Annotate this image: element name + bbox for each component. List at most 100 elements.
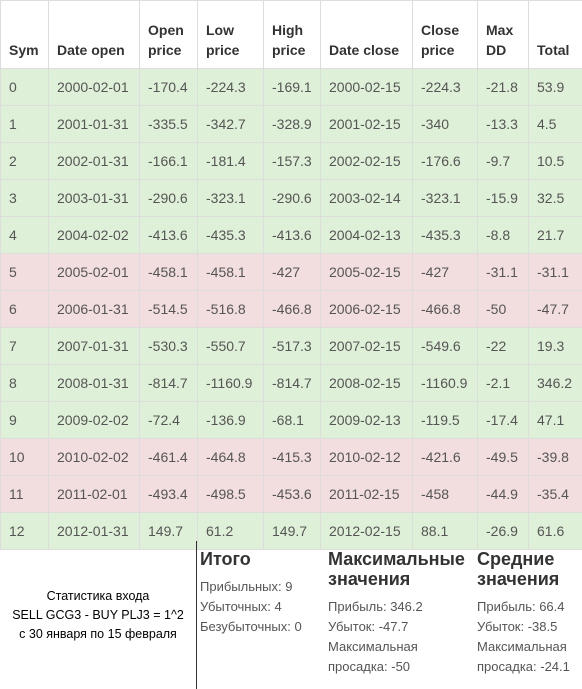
cell-open-price: -72.4 (139, 401, 198, 439)
table-header-row: Sym Date open Open price Low price High … (0, 0, 582, 69)
cell-date-close: 2007-02-15 (320, 327, 413, 365)
table-row: 12 2012-01-31 149.7 61.2 149.7 2012-02-15 88.1… (0, 512, 582, 550)
cell-sym: 12 (0, 512, 49, 550)
cell-open-price: -493.4 (139, 475, 198, 513)
cell-total: 10.5 (528, 142, 582, 180)
table-row: 3 2003-01-31 -290.6 -323.1 -290.6 2003-02-14-… (0, 179, 582, 217)
avg-values-title: Средние значения (477, 549, 560, 589)
max-values-column: Максимальные значения Прибыль: 346.2 Убы… (328, 549, 473, 677)
header-total: Total (528, 0, 582, 69)
totals-profitable: Прибыльных: 9 (200, 579, 293, 594)
cell-close-price: 88.1 (412, 512, 478, 550)
cell-high-price: -157.3 (263, 142, 321, 180)
table-row: 11 2011-02-01 -493.4 -498.5 -453.6 2011-02-15… (0, 475, 582, 513)
cell-open-price: -335.5 (139, 105, 198, 143)
table-body: 0 2000-02-01 -170.4 -224.3 -169.1 2000-02-15-… (0, 68, 582, 550)
cell-low-price: -1160.9 (197, 364, 264, 402)
cell-sym: 9 (0, 401, 49, 439)
caption-title: Статистика входа (46, 588, 150, 603)
cell-date-close: 2002-02-15 (320, 142, 413, 180)
cell-sym: 6 (0, 290, 49, 328)
totals-breakeven: Безубыточных: 0 (200, 619, 302, 634)
cell-open-price: -458.1 (139, 253, 198, 291)
cell-high-price: -68.1 (263, 401, 321, 439)
cell-date-open: 2005-02-01 (48, 253, 140, 291)
cell-close-price: -427 (412, 253, 478, 291)
cell-total: -47.7 (528, 290, 582, 328)
cell-sym: 8 (0, 364, 49, 402)
caption-period: с 30 января по 15 февраля (19, 626, 177, 641)
cell-date-close: 2011-02-15 (320, 475, 413, 513)
avg-drawdown: Максимальная просадка: -24.1 (477, 639, 570, 674)
cell-date-open: 2008-01-31 (48, 364, 140, 402)
header-close-price: Close price (412, 0, 478, 69)
cell-close-price: -1160.9 (412, 364, 478, 402)
cell-open-price: -413.6 (139, 216, 198, 254)
cell-sym: 7 (0, 327, 49, 365)
cell-max-dd: -8.8 (477, 216, 529, 254)
table-row: 9 2009-02-02 -72.4 -136.9 -68.1 2009-02-13 -11… (0, 401, 582, 439)
cell-sym: 3 (0, 179, 49, 217)
cell-total: 47.1 (528, 401, 582, 439)
cell-open-price: -814.7 (139, 364, 198, 402)
cell-sym: 5 (0, 253, 49, 291)
cell-low-price: -498.5 (197, 475, 264, 513)
cell-date-close: 2008-02-15 (320, 364, 413, 402)
cell-low-price: -181.4 (197, 142, 264, 180)
cell-open-price: -461.4 (139, 438, 198, 476)
cell-max-dd: -15.9 (477, 179, 529, 217)
avg-loss: Убыток: -38.5 (477, 619, 558, 634)
cell-open-price: 149.7 (139, 512, 198, 550)
table-row: 6 2006-01-31 -514.5 -516.8 -466.8 2006-02-15-… (0, 290, 582, 328)
cell-max-dd: -49.5 (477, 438, 529, 476)
cell-total: 4.5 (528, 105, 582, 143)
cell-close-price: -176.6 (412, 142, 478, 180)
cell-date-open: 2009-02-02 (48, 401, 140, 439)
cell-date-close: 2012-02-15 (320, 512, 413, 550)
header-open-price: Open price (139, 0, 198, 69)
cell-total: 346.2 (528, 364, 582, 402)
table-row: 0 2000-02-01 -170.4 -224.3 -169.1 2000-02-15-… (0, 68, 582, 106)
cell-low-price: -136.9 (197, 401, 264, 439)
table-row: 8 2008-01-31 -814.7 -1160.9 -814.7 2008-02-15… (0, 364, 582, 402)
cell-date-close: 2010-02-12 (320, 438, 413, 476)
cell-total: 53.9 (528, 68, 582, 106)
cell-high-price: -415.3 (263, 438, 321, 476)
cell-max-dd: -9.7 (477, 142, 529, 180)
header-sym: Sym (0, 0, 49, 69)
cell-low-price: -464.8 (197, 438, 264, 476)
cell-date-close: 2000-02-15 (320, 68, 413, 106)
max-values-title: Максимальные значения (328, 549, 465, 589)
cell-date-close: 2001-02-15 (320, 105, 413, 143)
cell-close-price: -549.6 (412, 327, 478, 365)
cell-open-price: -170.4 (139, 68, 198, 106)
cell-high-price: -169.1 (263, 68, 321, 106)
cell-close-price: -340 (412, 105, 478, 143)
cell-high-price: -413.6 (263, 216, 321, 254)
cell-open-price: -514.5 (139, 290, 198, 328)
cell-sym: 0 (0, 68, 49, 106)
max-drawdown: Максимальная просадка: -50 (328, 639, 418, 674)
caption-pair: SELL GCG3 - BUY PLJ3 = 1^2 (12, 607, 184, 622)
cell-max-dd: -17.4 (477, 401, 529, 439)
cell-sym: 10 (0, 438, 49, 476)
cell-max-dd: -50 (477, 290, 529, 328)
cell-max-dd: -44.9 (477, 475, 529, 513)
cell-open-price: -166.1 (139, 142, 198, 180)
cell-total: 19.3 (528, 327, 582, 365)
cell-low-price: -550.7 (197, 327, 264, 365)
cell-max-dd: -13.3 (477, 105, 529, 143)
cell-date-open: 2002-01-31 (48, 142, 140, 180)
cell-low-price: -435.3 (197, 216, 264, 254)
totals-column: Итого Прибыльных: 9 Убыточных: 4 Безубыт… (200, 549, 320, 637)
cell-low-price: -323.1 (197, 179, 264, 217)
vertical-divider (196, 541, 197, 689)
max-loss: Убыток: -47.7 (328, 619, 409, 634)
cell-date-open: 2003-01-31 (48, 179, 140, 217)
cell-high-price: -453.6 (263, 475, 321, 513)
header-date-open: Date open (48, 0, 140, 69)
cell-date-close: 2009-02-13 (320, 401, 413, 439)
cell-date-open: 2001-01-31 (48, 105, 140, 143)
cell-open-price: -530.3 (139, 327, 198, 365)
cell-max-dd: -22 (477, 327, 529, 365)
